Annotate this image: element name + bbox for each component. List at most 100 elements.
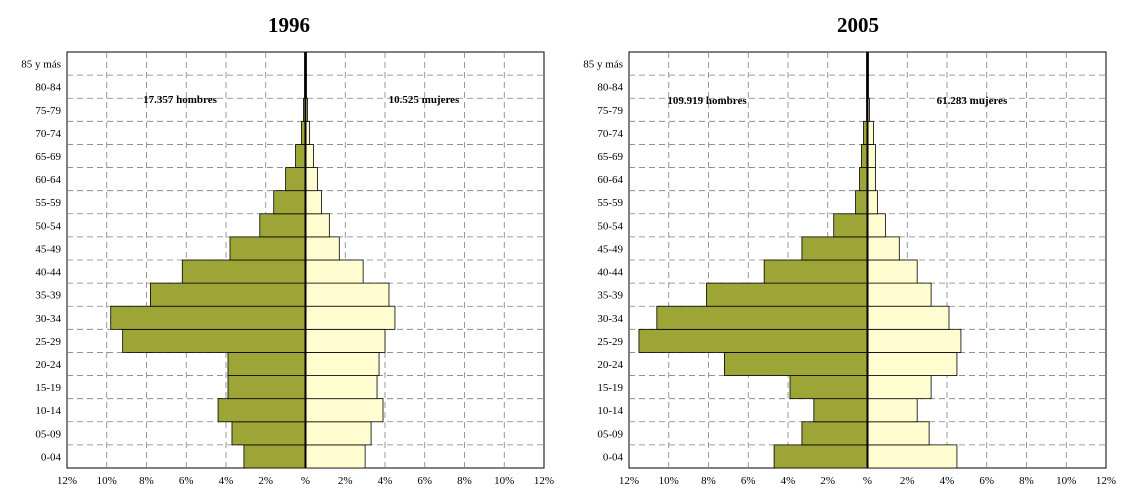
bar-women xyxy=(867,444,958,469)
bar-women xyxy=(867,305,950,330)
bar-women xyxy=(867,236,900,261)
y-tick-label: 85 y más xyxy=(583,59,623,71)
pyramid-chart-2005: 2005 0-04 05-09 10-14 15-19 20-24 25-29 30-34 35… xyxy=(583,13,1116,487)
y-tick-label: 35-39 xyxy=(597,290,623,302)
x-tick-label: 8% xyxy=(139,475,154,487)
bar-women xyxy=(305,259,364,284)
annotation-men-total: 109.919 hombres xyxy=(667,95,747,107)
pyramid-chart-1996: 1996 0-04 05-09 10-14 15-19 20-24 25-29 30-34 35… xyxy=(21,13,554,487)
y-tick-label: 60-64 xyxy=(35,174,61,186)
bar-women xyxy=(305,167,318,192)
y-tick-label: 70-74 xyxy=(597,128,623,140)
y-tick-label: 55-59 xyxy=(597,197,623,209)
y-tick-label: 05-09 xyxy=(35,428,61,440)
bar-men xyxy=(150,282,306,307)
x-tick-label: 10% xyxy=(659,475,679,487)
x-tick-label: 10% xyxy=(494,475,514,487)
bar-women xyxy=(867,190,878,215)
bar-women xyxy=(305,328,386,353)
bar-women xyxy=(305,305,396,330)
y-tick-label: 35-39 xyxy=(35,290,61,302)
y-tick-label: 10-14 xyxy=(35,405,61,417)
bar-women xyxy=(867,328,962,353)
y-tick-label: 05-09 xyxy=(597,428,623,440)
y-tick-label: 25-29 xyxy=(35,336,61,348)
x-tick-label: 2% xyxy=(900,475,915,487)
y-tick-label: 50-54 xyxy=(597,220,623,232)
bar-men xyxy=(855,190,868,215)
bar-men xyxy=(638,328,868,353)
annotation-women-total: 10.525 mujeres xyxy=(389,94,460,106)
x-tick-label: 2% xyxy=(258,475,273,487)
y-tick-label: 20-24 xyxy=(597,359,623,371)
x-tick-label: 10% xyxy=(1056,475,1076,487)
y-tick-label: 65-69 xyxy=(35,151,61,163)
bar-women xyxy=(305,144,314,168)
y-tick-label: 25-29 xyxy=(597,336,623,348)
bar-women xyxy=(305,352,380,376)
bar-men xyxy=(273,190,306,215)
y-tick-label: 15-19 xyxy=(35,382,61,394)
bar-women xyxy=(867,259,918,284)
bar-men xyxy=(243,444,306,469)
x-tick-label: 2% xyxy=(338,475,353,487)
x-tick-label: 8% xyxy=(1019,475,1034,487)
bar-men xyxy=(110,305,306,330)
x-tick-label: 6% xyxy=(417,475,432,487)
x-tick-label: 12% xyxy=(1096,475,1116,487)
bar-men xyxy=(859,167,868,192)
x-tick-label: 2% xyxy=(820,475,835,487)
y-tick-label: 30-34 xyxy=(597,313,623,325)
bar-men xyxy=(801,421,868,446)
y-tick-label: 60-64 xyxy=(597,174,623,186)
bar-men xyxy=(229,236,306,261)
bar-men xyxy=(773,444,868,469)
x-tick-label: % xyxy=(863,475,872,487)
y-tick-label: 65-69 xyxy=(597,151,623,163)
y-tick-label: 45-49 xyxy=(35,243,61,255)
y-tick-label: 40-44 xyxy=(597,267,623,279)
y-tick-label: 30-34 xyxy=(35,313,61,325)
y-tick-label: 75-79 xyxy=(35,105,61,117)
y-tick-label: 20-24 xyxy=(35,359,61,371)
bar-men xyxy=(295,144,306,168)
x-tick-label: 10% xyxy=(97,475,117,487)
bar-men xyxy=(217,398,306,423)
bar-women xyxy=(305,398,384,423)
bar-men xyxy=(833,213,868,238)
bar-men xyxy=(181,259,306,284)
bar-women xyxy=(867,282,932,307)
y-tick-label: 55-59 xyxy=(35,197,61,209)
x-tick-label: 4% xyxy=(378,475,393,487)
x-tick-label: 6% xyxy=(179,475,194,487)
x-tick-label: 4% xyxy=(940,475,955,487)
bar-men xyxy=(285,167,306,192)
x-tick-label: 6% xyxy=(741,475,756,487)
chart-title: 2005 xyxy=(837,13,879,37)
y-tick-label: 80-84 xyxy=(597,82,623,94)
bar-men xyxy=(231,421,306,446)
y-tick-label: 50-54 xyxy=(35,220,61,232)
x-tick-label: 12% xyxy=(534,475,554,487)
y-tick-label: 0-04 xyxy=(41,451,62,463)
bar-women xyxy=(867,421,930,446)
x-tick-label: 12% xyxy=(619,475,639,487)
bar-women xyxy=(867,144,876,168)
bar-women xyxy=(305,190,322,215)
y-tick-label: 0-04 xyxy=(603,451,624,463)
bar-men xyxy=(122,328,306,353)
y-tick-label: 45-49 xyxy=(597,243,623,255)
x-tick-label: % xyxy=(301,475,310,487)
bar-women xyxy=(305,421,372,446)
x-tick-label: 8% xyxy=(701,475,716,487)
bar-men xyxy=(723,352,868,376)
annotation-men-total: 17.357 hombres xyxy=(143,94,217,106)
bar-men xyxy=(259,213,306,238)
bar-men xyxy=(801,236,868,261)
x-tick-label: 4% xyxy=(781,475,796,487)
y-tick-label: 85 y más xyxy=(21,59,61,71)
bar-women xyxy=(305,282,390,307)
bar-women xyxy=(867,398,918,423)
bar-women xyxy=(867,352,958,376)
x-tick-label: 12% xyxy=(57,475,77,487)
